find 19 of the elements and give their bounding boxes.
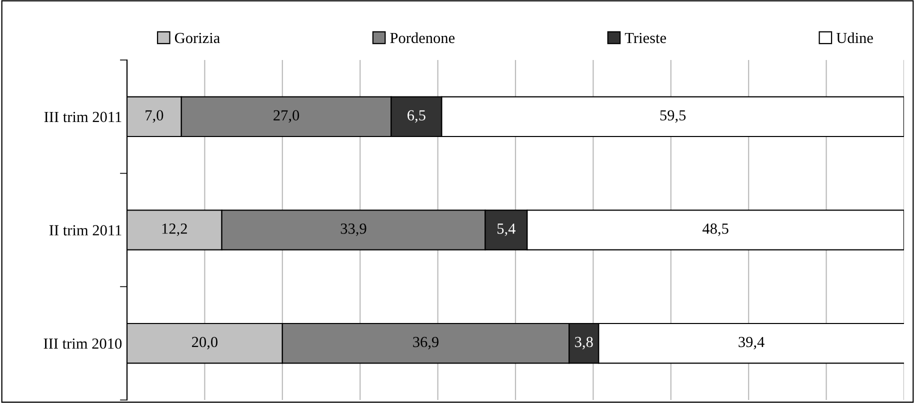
data-label: 7,0 bbox=[146, 110, 164, 123]
legend-label: Gorizia bbox=[174, 32, 220, 44]
legend-label: Udine bbox=[836, 32, 873, 44]
data-label: 33,9 bbox=[340, 224, 366, 236]
data-label: 6,5 bbox=[408, 110, 426, 123]
data-label: 12,2 bbox=[162, 224, 187, 236]
data-label: 59,5 bbox=[660, 110, 686, 123]
y-tick-label: II trim 2011 bbox=[49, 225, 122, 236]
data-label: 5,4 bbox=[498, 224, 516, 236]
y-tick-label: III trim 2011 bbox=[44, 112, 122, 122]
data-label: 20,0 bbox=[192, 336, 218, 350]
data-label: 36,9 bbox=[413, 336, 438, 350]
data-label: 48,5 bbox=[702, 224, 728, 236]
legend-label: Pordenone bbox=[390, 32, 455, 44]
data-label: 39,4 bbox=[738, 336, 764, 350]
data-label: 3,8 bbox=[575, 336, 593, 350]
y-tick-label: III trim 2010 bbox=[44, 338, 122, 349]
legend-label: Trieste bbox=[624, 32, 666, 44]
data-label: 27,0 bbox=[274, 110, 300, 123]
